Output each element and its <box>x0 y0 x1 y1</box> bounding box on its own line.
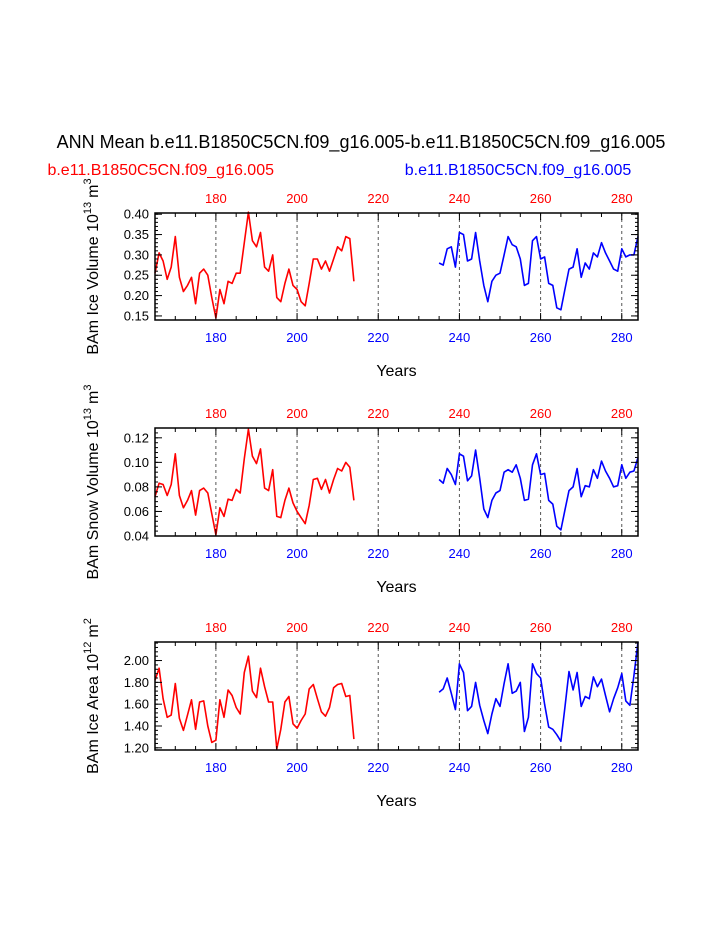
xtick-label-top: 240 <box>449 620 471 635</box>
xtick-label-top: 200 <box>286 620 308 635</box>
ytick-label: 0.30 <box>124 247 149 262</box>
xtick-label-bottom: 200 <box>286 330 308 345</box>
xtick-label-bottom: 240 <box>449 760 471 775</box>
xtick-label-top: 280 <box>611 620 633 635</box>
ytick-label: 0.04 <box>124 529 149 544</box>
xtick-label-top: 200 <box>286 406 308 421</box>
ytick-label: 0.12 <box>124 430 149 445</box>
y-axis-title: BAm Ice Volume 1013 m3 <box>82 178 102 354</box>
xtick-label-bottom: 280 <box>611 546 633 561</box>
xtick-label-top: 260 <box>530 406 552 421</box>
y-axis-title: BAm Ice Area 1012 m2 <box>82 618 102 774</box>
y-axis-title-exponent: 13 <box>82 408 94 420</box>
x-axis-title: Years <box>376 579 416 596</box>
xtick-label-top: 260 <box>530 191 552 206</box>
y-axis-title-unit-exponent: 2 <box>82 618 94 624</box>
ytick-label: 1.40 <box>124 719 149 734</box>
y-axis-title-unit-exponent: 3 <box>82 178 94 184</box>
series-line-case1 <box>154 211 355 319</box>
xtick-label-top: 280 <box>611 191 633 206</box>
xtick-label-top: 220 <box>367 406 389 421</box>
y-axis-title-unit-exponent: 3 <box>82 385 94 391</box>
series-line-case1 <box>154 655 355 750</box>
y-axis-title-text: BAm Ice Volume 10 <box>85 214 102 355</box>
xtick-label-bottom: 180 <box>205 760 227 775</box>
xtick-label-bottom: 240 <box>449 546 471 561</box>
figure-title: ANN Mean b.e11.B1850C5CN.f09_g16.005-b.e… <box>57 132 666 153</box>
xtick-label-top: 220 <box>367 191 389 206</box>
y-axis-title-exponent: 13 <box>82 202 94 214</box>
xtick-label-bottom: 280 <box>611 330 633 345</box>
xtick-label-bottom: 260 <box>530 760 552 775</box>
xtick-label-bottom: 180 <box>205 546 227 561</box>
xtick-label-top: 180 <box>205 620 227 635</box>
ytick-label: 0.25 <box>124 268 149 283</box>
xtick-label-bottom: 200 <box>286 546 308 561</box>
panel-ice-area: 180 200 220 240 260 280 180 200 220 240 260 280 1.20… <box>82 618 639 810</box>
series-line-case2 <box>438 449 639 531</box>
legend-entry-case1: b.e11.B1850C5CN.f09_g16.005 <box>47 162 274 179</box>
xtick-label-top: 240 <box>449 406 471 421</box>
ytick-label: 0.15 <box>124 308 149 323</box>
x-axis-title: Years <box>376 363 416 380</box>
panel-ice-volume: 180 200 220 240 260 280 180 200 220 240 260 280 0.15… <box>82 178 639 380</box>
ytick-label: 2.00 <box>124 653 149 668</box>
ytick-label: 1.80 <box>124 675 149 690</box>
y-axis-title-unit: m <box>85 624 102 637</box>
ytick-label: 0.40 <box>124 207 149 222</box>
xtick-label-top: 180 <box>205 406 227 421</box>
ytick-label: 0.06 <box>124 504 149 519</box>
xtick-label-bottom: 280 <box>611 760 633 775</box>
series-line-case2 <box>438 231 639 311</box>
panel-snow-volume: 180 200 220 240 260 280 180 200 220 240 260 280 0.04… <box>82 385 639 596</box>
xtick-label-top: 240 <box>449 191 471 206</box>
xtick-label-top: 200 <box>286 191 308 206</box>
y-axis-title: BAm Snow Volume 1013 m3 <box>82 385 102 580</box>
ytick-label: 0.10 <box>124 455 149 470</box>
plot-frame <box>154 212 639 321</box>
xtick-label-top: 180 <box>205 191 227 206</box>
ytick-label: 0.08 <box>124 479 149 494</box>
ytick-label: 0.20 <box>124 288 149 303</box>
xtick-label-top: 220 <box>367 620 389 635</box>
xtick-label-bottom: 220 <box>367 330 389 345</box>
xtick-label-top: 260 <box>530 620 552 635</box>
ytick-label: 0.35 <box>124 227 149 242</box>
xtick-label-bottom: 260 <box>530 546 552 561</box>
x-axis-title: Years <box>376 793 416 810</box>
xtick-label-bottom: 220 <box>367 546 389 561</box>
series-line-case1 <box>154 428 355 536</box>
y-axis-title-unit: m <box>85 185 102 198</box>
xtick-label-bottom: 180 <box>205 330 227 345</box>
xtick-label-bottom: 260 <box>530 330 552 345</box>
ytick-label: 1.60 <box>124 697 149 712</box>
legend-entry-case2: b.e11.B1850C5CN.f09_g16.005 <box>405 162 632 179</box>
y-axis-title-exponent: 12 <box>82 642 94 654</box>
y-axis-title-text: BAm Snow Volume 10 <box>85 420 102 579</box>
y-axis-title-unit: m <box>85 391 102 404</box>
y-axis-title-text: BAm Ice Area 10 <box>85 654 102 774</box>
plot-frame <box>154 641 639 751</box>
ytick-label: 1.20 <box>124 740 149 755</box>
xtick-label-top: 280 <box>611 406 633 421</box>
xtick-label-bottom: 200 <box>286 760 308 775</box>
xtick-label-bottom: 220 <box>367 760 389 775</box>
xtick-label-bottom: 240 <box>449 330 471 345</box>
series-line-case2 <box>438 641 639 743</box>
